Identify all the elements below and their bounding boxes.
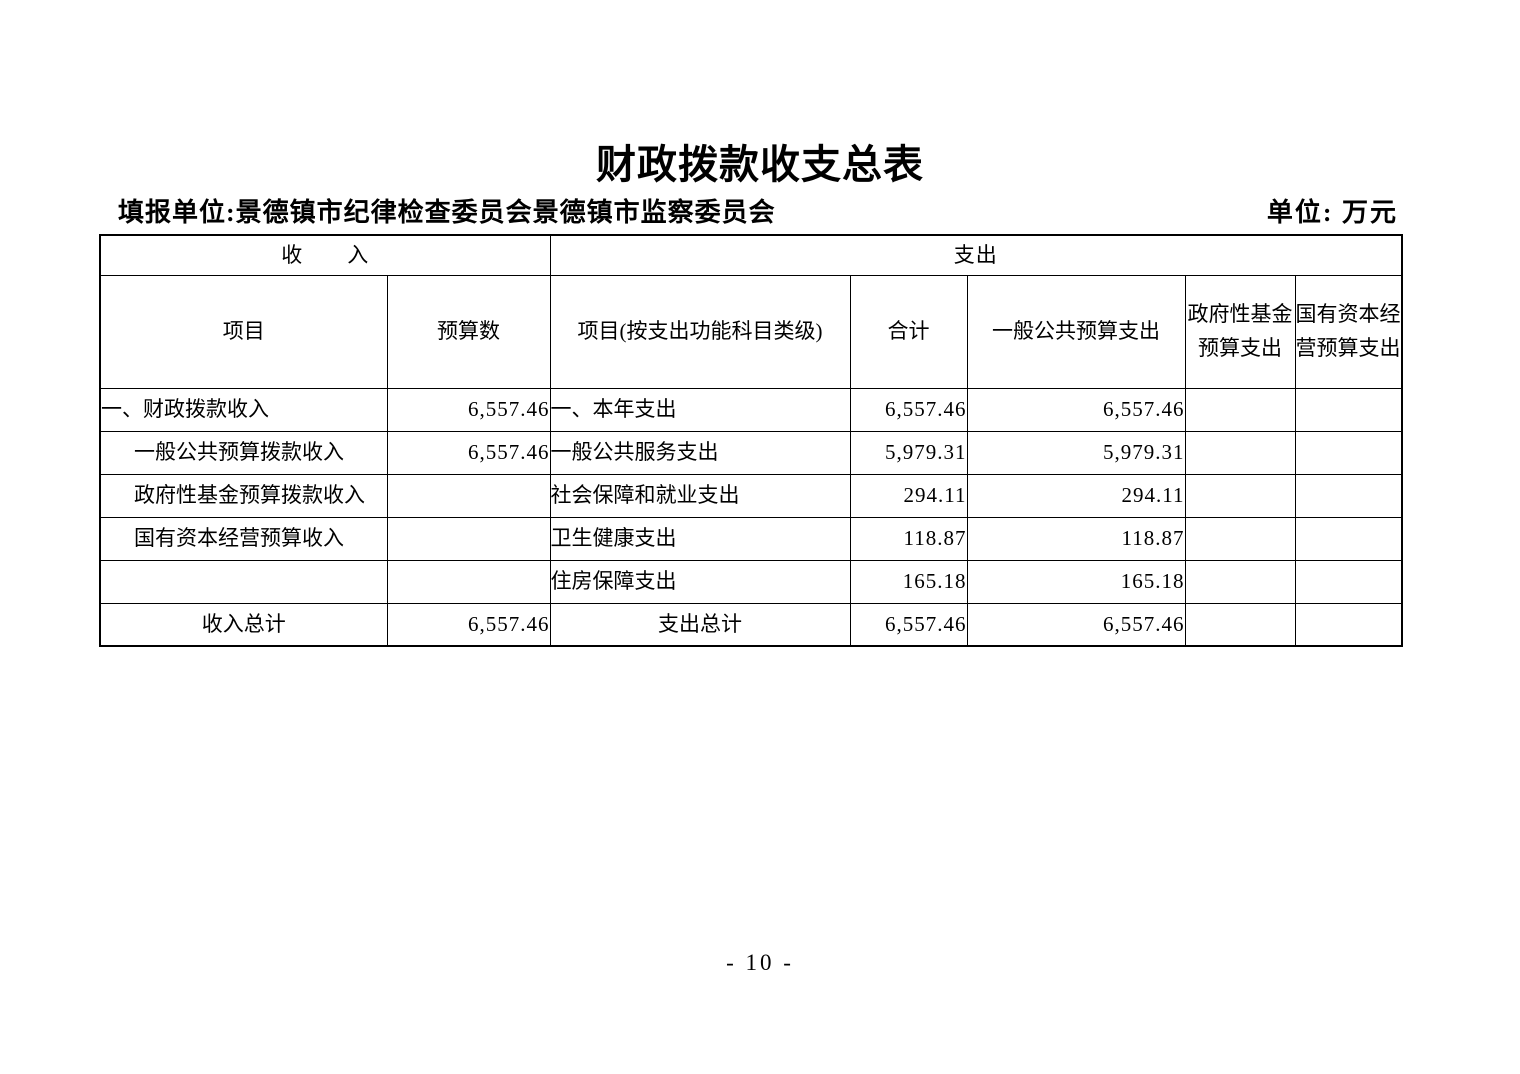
expense-total-cell: 6,557.46 [849,387,968,432]
expense-item-cell: 一、本年支出 [549,387,851,432]
income-item-cell [99,559,388,604]
expense-gov-fund-cell [1184,387,1296,432]
expense-state-capital-cell [1294,430,1404,475]
expense-gov-fund-cell [1184,473,1296,518]
col-header-expense-state-capital: 国有资本经营预算支出 [1294,274,1404,389]
expense-total-cell: 294.11 [849,473,968,518]
table-row: 一般公共预算拨款收入 6,557.46 一般公共服务支出 5,979.31 5,… [99,430,1404,475]
col-header-expense-total: 合计 [849,274,968,389]
page-title: 财政拨款收支总表 [596,142,924,187]
expense-state-capital-cell [1294,559,1404,604]
col-header-expense-gov-fund: 政府性基金预算支出 [1184,274,1296,389]
income-budget-cell: 6,557.46 [386,430,551,475]
income-budget-cell [386,473,551,518]
expense-state-capital-cell [1294,387,1404,432]
expense-total-cell: 165.18 [849,559,968,604]
table-row: 一、财政拨款收入 6,557.46 一、本年支出 6,557.46 6,557.… [99,387,1404,432]
expense-item-cell: 社会保障和就业支出 [549,473,851,518]
expense-general-cell: 118.87 [966,516,1186,561]
income-budget-cell [386,559,551,604]
expense-item-cell: 卫生健康支出 [549,516,851,561]
income-budget-cell: 6,557.46 [386,387,551,432]
expense-total-cell: 118.87 [849,516,968,561]
col-header-expense-item: 项目(按支出功能科目类级) [549,274,851,389]
col-header-income-budget: 预算数 [386,274,551,389]
budget-summary-table: 收 入 支出 项目 预算数 项目(按支出功能科目类级) 合计 一般公共预算支出 … [99,234,1404,647]
table-row: 国有资本经营预算收入 卫生健康支出 118.87 118.87 [99,516,1404,561]
expense-state-capital-cell [1294,516,1404,561]
expense-general-cell: 294.11 [966,473,1186,518]
expense-total-general-cell: 6,557.46 [966,602,1186,647]
expense-gov-fund-cell [1184,430,1296,475]
expense-gov-fund-cell [1184,559,1296,604]
income-item-cell: 政府性基金预算拨款收入 [99,473,388,518]
col-header-income-item: 项目 [99,274,388,389]
expense-general-cell: 165.18 [966,559,1186,604]
income-section-label: 收 入 [281,243,370,268]
section-header-row: 收 入 支出 [99,234,1404,276]
expense-section-header: 支出 [549,234,1404,276]
column-header-row: 项目 预算数 项目(按支出功能科目类级) 合计 一般公共预算支出 政府性基金预算… [99,274,1404,389]
meta-row: 填报单位:景德镇市纪律检查委员会景德镇市监察委员会 单位: 万元 [100,192,1402,229]
currency-unit-label: 单位: 万元 [1266,198,1398,227]
col-header-expense-general: 一般公共预算支出 [966,274,1186,389]
expense-section-label: 支出 [953,243,998,268]
expense-general-cell: 6,557.46 [966,387,1186,432]
income-total-label-cell: 收入总计 [99,602,388,647]
income-item-cell: 一般公共预算拨款收入 [99,430,388,475]
page-number: - 10 - [726,950,794,975]
income-budget-cell [386,516,551,561]
income-item-cell: 一、财政拨款收入 [99,387,388,432]
total-row: 收入总计 6,557.46 支出总计 6,557.46 6,557.46 [99,602,1404,647]
table-row: 政府性基金预算拨款收入 社会保障和就业支出 294.11 294.11 [99,473,1404,518]
expense-general-cell: 5,979.31 [966,430,1186,475]
table-row: 住房保障支出 165.18 165.18 [99,559,1404,604]
expense-total-label-cell: 支出总计 [549,602,851,647]
expense-item-cell: 住房保障支出 [549,559,851,604]
expense-total-gov-fund-cell [1184,602,1296,647]
income-item-cell: 国有资本经营预算收入 [99,516,388,561]
expense-total-cell: 5,979.31 [849,430,968,475]
expense-item-cell: 一般公共服务支出 [549,430,851,475]
expense-gov-fund-cell [1184,516,1296,561]
expense-total-state-capital-cell [1294,602,1404,647]
expense-state-capital-cell [1294,473,1404,518]
reporting-unit-label: 填报单位:景德镇市纪律检查委员会景德镇市监察委员会 [118,198,776,227]
income-total-value-cell: 6,557.46 [386,602,551,647]
income-section-header: 收 入 [99,234,551,276]
expense-total-sum-cell: 6,557.46 [849,602,968,647]
